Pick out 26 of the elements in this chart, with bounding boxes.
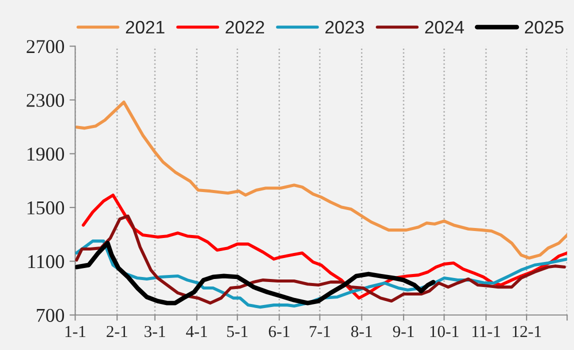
legend-label: 2023 (325, 20, 364, 34)
x-tick-label: 6-1 (268, 326, 290, 338)
legend-label: 2025 (524, 20, 564, 34)
x-tick-label: 9-1 (393, 326, 414, 338)
x-tick-label: 1-1 (66, 326, 86, 337)
x-tick-label: 5-1 (227, 326, 248, 338)
x-tick-label: 7-1 (310, 326, 330, 337)
line-series (75, 100, 568, 260)
y-tick-label: 1900 (28, 148, 64, 161)
x-tick-label: 8-1 (351, 326, 372, 338)
y-tick-label: 1500 (28, 201, 64, 214)
y-tick-label: 1100 (28, 255, 64, 268)
y-tick-label: 2700 (26, 40, 64, 54)
legend-label: 2022 (226, 20, 264, 34)
x-tick-label: 12-1 (512, 326, 541, 337)
line-series (75, 214, 566, 305)
x-tick-label: 10-1 (430, 326, 458, 338)
legend-label: 2024 (425, 20, 464, 34)
line-series (75, 240, 436, 306)
legend-label: 2021 (126, 20, 164, 34)
x-tick-label: 4-1 (186, 326, 207, 337)
y-tick-label: 2300 (26, 94, 64, 107)
x-tick-label: 2-1 (106, 326, 128, 337)
y-tick-label: 700 (36, 308, 64, 322)
x-tick-label: 3-1 (144, 326, 166, 338)
x-tick-label: 11-1 (472, 326, 500, 337)
